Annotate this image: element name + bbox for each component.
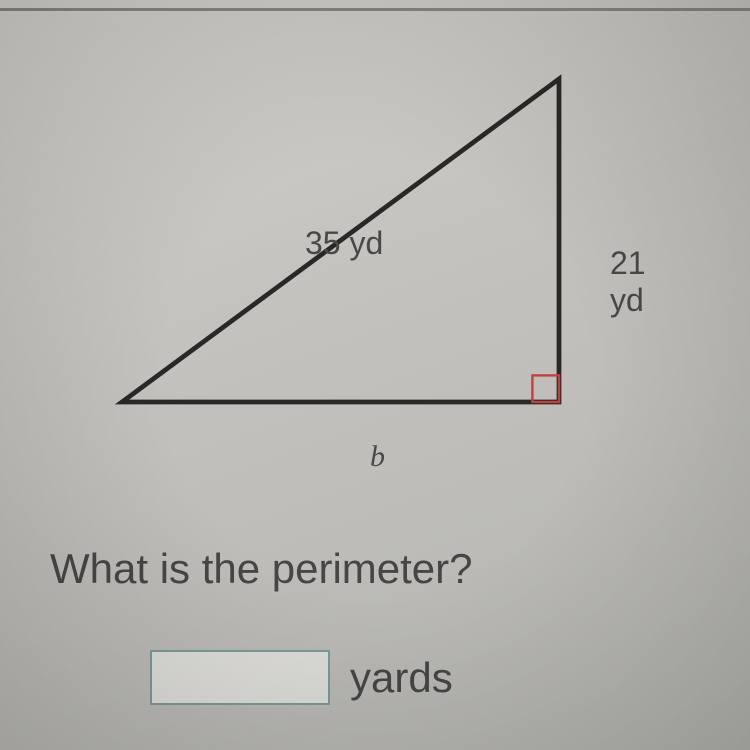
hypotenuse-label: 35 yd (305, 225, 383, 262)
worksheet-area: 35 yd 21 yd b What is the perimeter? yar… (0, 0, 750, 750)
top-divider (0, 8, 750, 11)
answer-row: yards (150, 650, 453, 705)
base-side-label: b (370, 440, 385, 474)
triangle-figure: 35 yd 21 yd b (70, 60, 630, 440)
right-angle-icon (532, 375, 559, 402)
perimeter-input[interactable] (150, 650, 330, 705)
unit-label: yards (350, 654, 453, 702)
question-text: What is the perimeter? (50, 545, 473, 593)
vertical-side-label: 21 yd (610, 245, 646, 319)
